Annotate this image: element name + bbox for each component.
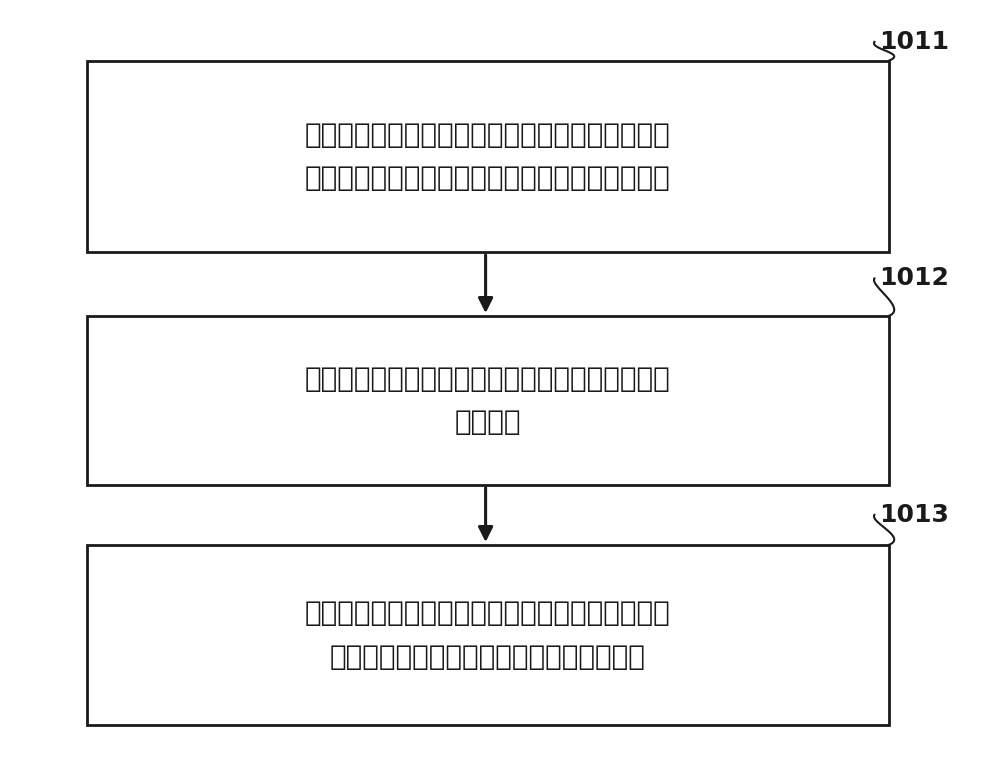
Bar: [87, 316, 889, 485]
Text: 将调节后的所述激光阵列注入到所述驱动横向耦合
激光器中: 将调节后的所述激光阵列注入到所述驱动横向耦合 激光器中: [305, 364, 671, 436]
Bar: [87, 545, 889, 725]
Text: 将所述驱动横向耦合激光器输出的激光阵列通过光
隔离板，从所述光隔离板输出所述射入光束: 将所述驱动横向耦合激光器输出的激光阵列通过光 隔离板，从所述光隔离板输出所述射入…: [305, 599, 671, 671]
Bar: [87, 61, 889, 252]
Text: 1012: 1012: [879, 267, 949, 290]
Text: 1011: 1011: [879, 30, 949, 54]
Text: 1013: 1013: [879, 503, 949, 527]
Text: 将通过平面镜进行自反馈的所述激光阵列先通过第
一中性密度滤光片，调节所述激光阵列的光照强度: 将通过平面镜进行自反馈的所述激光阵列先通过第 一中性密度滤光片，调节所述激光阵列…: [305, 120, 671, 192]
